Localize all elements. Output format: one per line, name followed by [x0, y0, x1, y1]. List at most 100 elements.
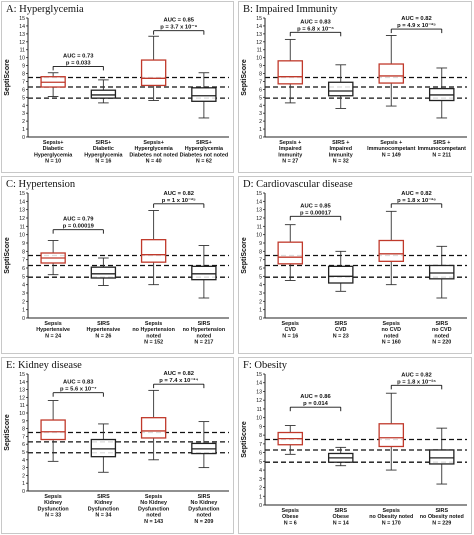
n-label: N = 143 [144, 519, 163, 525]
y-tick-label: 4 [259, 103, 262, 109]
y-tick-label: 6 [22, 87, 25, 93]
y-tick-label: 11 [20, 48, 25, 54]
y-tick-label: 2 [259, 119, 262, 125]
y-tick-label: 13 [256, 389, 262, 395]
category-label: Hyperglycemia [34, 152, 73, 158]
y-tick-label: 3 [22, 291, 25, 297]
panel-impaired-immunity: B: Impaired Immunity 0 1 2 3 4 5 6 7 8 9 10 11 12 13 1… [238, 1, 472, 173]
y-tick-label: 12 [19, 40, 25, 46]
y-tick-label: 15 [19, 191, 25, 197]
y-tick-label: 0 [22, 489, 25, 495]
n-label: N = 16 [282, 333, 298, 339]
panel-obesity: F: Obesity 0 1 2 3 4 5 6 7 8 9 10 11 12 13 14 15 SeptiSc… [238, 357, 472, 534]
n-label: N = 34 [95, 513, 111, 519]
category-label: Sepsis [383, 321, 400, 327]
category-label: no CVD [432, 327, 452, 333]
annotation-text: p = 0.033 [66, 60, 91, 66]
y-tick-label: 15 [256, 372, 262, 378]
category-label: Sepsis [145, 321, 162, 327]
y-tick-label: 11 [257, 224, 262, 230]
y-tick-label: 4 [259, 468, 262, 474]
y-tick-label: 0 [22, 316, 25, 322]
panel-cardiovascular-disease: D: Cardiovascular disease 0 1 2 3 4 5 6 7 8 9 10 11… [238, 176, 472, 354]
annotation-text: AUC = 0.86 [300, 394, 331, 400]
category-label: Sepsis [282, 321, 299, 327]
category-label: Dysfunction [138, 506, 169, 512]
y-tick-label: 11 [20, 403, 25, 409]
y-tick-label: 4 [22, 458, 25, 464]
y-tick-label: 15 [256, 16, 262, 22]
category-label: Impaired [330, 146, 352, 152]
y-tick-label: 0 [259, 503, 262, 509]
y-tick-label: 14 [256, 24, 262, 30]
category-label: Dysfunction [38, 506, 69, 512]
y-tick-label: 7 [259, 79, 262, 85]
panel-title: C: Hypertension [6, 179, 76, 190]
n-label: N = 160 [382, 340, 401, 346]
y-tick-label: 1 [259, 494, 262, 500]
y-tick-label: 13 [256, 208, 262, 214]
y-tick-label: 2 [259, 299, 262, 305]
y-tick-label: 3 [259, 291, 262, 297]
category-label: Hypertensive [86, 327, 120, 333]
y-tick-label: 11 [257, 48, 262, 54]
box-sirs [191, 87, 217, 102]
box-sirs [191, 265, 217, 281]
category-label: CVD [335, 327, 346, 333]
panel-title: E: Kidney disease [6, 360, 82, 371]
category-label: Diabetic [43, 146, 64, 152]
y-tick-label: 6 [259, 451, 262, 457]
annotation-text: p = 1.8 x 10⁻²⁶ [397, 378, 436, 385]
annotation-text: p = 5.6 x 10⁻⁷ [60, 387, 97, 393]
y-tick-label: 14 [256, 381, 262, 387]
y-tick-label: 8 [22, 72, 25, 78]
y-tick-label: 14 [19, 199, 25, 205]
annotation-text: AUC = 0.79 [63, 217, 94, 223]
category-label: Sepsis [383, 508, 400, 514]
y-tick-label: 5 [259, 274, 262, 280]
box-sepsis [378, 63, 405, 84]
y-tick-label: 0 [22, 135, 25, 141]
y-axis-label: SeptiScore [241, 421, 248, 458]
y-tick-label: 4 [22, 283, 25, 289]
y-tick-label: 9 [22, 419, 25, 425]
category-label: SIRS [334, 508, 347, 514]
box-sirs [428, 264, 455, 280]
category-label: Sepsis+ [143, 140, 164, 146]
box-sepsis [378, 239, 405, 262]
y-tick-label: 5 [22, 450, 25, 456]
category-label: noted [146, 333, 161, 339]
n-label: N = 10 [45, 159, 61, 165]
y-axis-label: SeptiScore [241, 59, 248, 96]
y-tick-label: 14 [19, 24, 25, 30]
y-tick-label: 9 [259, 241, 262, 247]
y-tick-label: 6 [22, 442, 25, 448]
y-tick-label: 1 [259, 127, 262, 133]
category-label: Dysfunction [188, 506, 219, 512]
y-tick-label: 8 [259, 72, 262, 78]
y-tick-label: 2 [259, 486, 262, 492]
panel-kidney-disease: E: Kidney disease 0 1 2 3 4 5 6 7 8 9 10 11 12 13 14 15… [1, 357, 234, 534]
boxplot-obesity: 0123456789101112131415SeptiScoreSepsisOb… [241, 372, 467, 526]
y-tick-label: 6 [259, 266, 262, 272]
category-label: Sepsis+ [43, 140, 64, 146]
n-label: N = 14 [333, 520, 349, 526]
y-tick-label: 9 [22, 241, 25, 247]
y-tick-label: 0 [259, 135, 262, 141]
box-sepsis [378, 423, 405, 448]
y-tick-label: 7 [22, 434, 25, 440]
category-label: Obese [333, 514, 349, 520]
category-label: Immunocompetant [367, 146, 415, 152]
y-tick-label: 3 [259, 111, 262, 117]
category-label: SIRS [334, 321, 347, 327]
y-tick-label: 1 [22, 308, 25, 314]
y-tick-label: 4 [259, 283, 262, 289]
n-label: N = 6 [284, 520, 297, 526]
annotation-text: AUC = 0.82 [401, 16, 431, 22]
y-tick-label: 5 [22, 95, 25, 101]
n-label: N = 149 [382, 152, 401, 158]
n-label: N = 23 [333, 333, 349, 339]
n-label: N = 209 [194, 519, 213, 525]
